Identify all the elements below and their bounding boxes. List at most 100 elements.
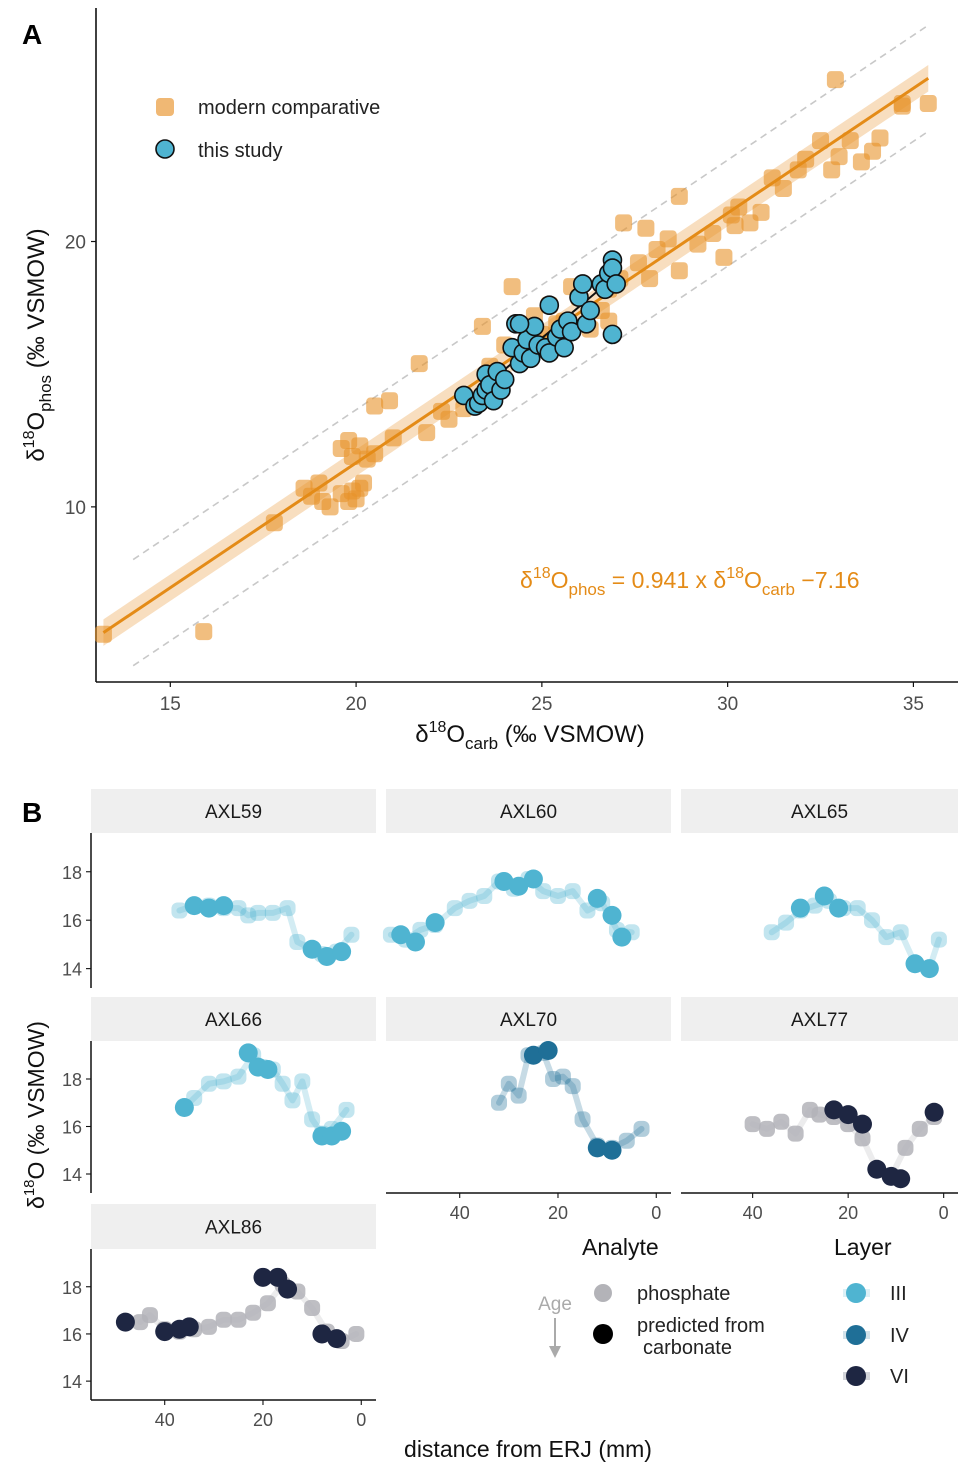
facet-strip [386, 997, 671, 1041]
carbonate-point [184, 896, 204, 916]
phosphate-point [250, 904, 267, 921]
regression-equation: δ18Ophos = 0.941 x δ18Ocarb −7.16 [520, 565, 860, 599]
modern-comparative-point [812, 132, 830, 150]
ya-o: O [23, 412, 50, 431]
carbonate-point [312, 1324, 332, 1344]
analyte-legend: Analyte Age phosphate predicted from car… [538, 1234, 765, 1359]
carbonate-point [327, 1329, 347, 1349]
facet-y-tick-label: 16 [62, 911, 82, 931]
modern-comparative-point [410, 355, 428, 373]
modern-comparative-point [689, 235, 707, 253]
yb-rest: O (‰ VSMOW) [23, 1021, 49, 1179]
phosphate-point [787, 1125, 804, 1142]
carbonate-point [867, 1159, 887, 1179]
phosphate-point [549, 887, 566, 904]
panel-b-x-axis-title: distance from ERJ (mm) [404, 1436, 652, 1462]
carbonate-point [602, 905, 622, 925]
ya-sup: 18 [21, 430, 38, 448]
phosphate-point [564, 1078, 581, 1095]
phosphate-point [633, 1120, 650, 1137]
eq-end: −7.16 [795, 567, 860, 593]
facet-x-tick-label: 40 [450, 1203, 470, 1223]
carbonate-point [852, 1114, 872, 1134]
facet-title: AXL60 [500, 802, 557, 823]
this-study-point [509, 313, 530, 334]
modern-comparative-point [659, 230, 677, 248]
modern-comparative-point [637, 219, 655, 237]
facet-y-tick-label: 14 [62, 1165, 82, 1185]
carbonate-point [155, 1322, 175, 1342]
facet-title: AXL66 [205, 1010, 262, 1031]
modern-comparative-point [418, 424, 436, 442]
analyte-label-phosphate: phosphate [637, 1283, 730, 1305]
carbonate-point [509, 876, 529, 896]
phosphate-point [476, 887, 493, 904]
legend-key-modern [156, 98, 174, 116]
layer-label-iv: IV [890, 1325, 910, 1347]
facet-y-tick-label: 18 [62, 1278, 82, 1298]
carbonate-point [905, 954, 925, 974]
prediction-interval-lower [132, 130, 929, 667]
panel-label-a: A [22, 19, 42, 50]
modern-comparative-point [440, 410, 458, 428]
ya-sub: phos [36, 375, 55, 412]
phosphate-point [911, 1120, 928, 1137]
facet-x-tick-label: 0 [651, 1203, 661, 1223]
phosphate-point [230, 900, 247, 917]
xa-sup: 18 [429, 719, 447, 736]
panel-a-x-axis-title: δ18Ocarb (‰ VSMOW) [415, 719, 645, 753]
modern-comparative-point [919, 95, 937, 113]
phosphate-point [461, 892, 478, 909]
carbonate-point [494, 871, 514, 891]
panel-a-plot-area: 15 20 25 30 35 10 20 [65, 8, 958, 715]
facet-x-tick-label: 20 [838, 1203, 858, 1223]
facet-y-tick-label: 18 [62, 1070, 82, 1090]
yb-delta: δ [23, 1196, 49, 1209]
phosphate-point [849, 900, 866, 917]
modern-comparative-point [670, 187, 688, 205]
panel-a-y-axis-title: δ18Ophos (‰ VSMOW) [21, 228, 55, 461]
modern-comparative-point [774, 179, 792, 197]
eq-sub1: phos [569, 580, 606, 599]
phosphate-point [878, 929, 895, 946]
carbonate-point [302, 939, 322, 959]
facet-y-tick-label: 16 [62, 1325, 82, 1345]
phosphate-point [171, 902, 188, 919]
facet-strip [681, 789, 958, 833]
facet-x-tick-label: 40 [743, 1203, 763, 1223]
age-label: Age [538, 1294, 572, 1315]
modern-comparative-point [355, 474, 373, 492]
modern-comparative-point [752, 203, 770, 221]
facet-title: AXL77 [791, 1010, 848, 1031]
carbonate-point [587, 888, 607, 908]
phosphate-point [778, 914, 795, 931]
modern-comparative-point [830, 148, 848, 166]
phosphate-point [259, 1295, 276, 1312]
a-x-tick-label: 30 [717, 694, 738, 715]
phosphate-point [554, 1068, 571, 1085]
carbonate-point [238, 1043, 258, 1063]
layer-key-iv [846, 1325, 866, 1345]
analyte-label-carbonate-1: predicted from [637, 1315, 765, 1337]
layer-legend-title: Layer [834, 1234, 892, 1260]
phosphate-point [897, 1139, 914, 1156]
legend-key-this-study [155, 139, 175, 159]
modern-comparative-point [473, 317, 491, 335]
facet-x-tick-label: 20 [548, 1203, 568, 1223]
this-study-point [602, 258, 623, 278]
legend-label-this-study: this study [198, 140, 282, 162]
a-y-tick-label: 20 [65, 233, 86, 254]
layer-label-vi: VI [890, 1366, 909, 1388]
this-study-point [554, 337, 574, 358]
facet-y-tick-label: 16 [62, 1118, 82, 1138]
prediction-interval-upper [132, 24, 929, 561]
carbonate-point [924, 1102, 944, 1122]
legend-label-modern: modern comparative [198, 97, 380, 119]
modern-comparative-point [321, 498, 339, 516]
carbonate-point [790, 898, 810, 918]
phosphate-point [215, 1073, 232, 1090]
analyte-label-carbonate-2: carbonate [643, 1337, 732, 1359]
facet-y-tick-label: 14 [62, 960, 82, 980]
phosphate-point [618, 1132, 635, 1149]
facet-x-tick-label: 0 [356, 1410, 366, 1430]
